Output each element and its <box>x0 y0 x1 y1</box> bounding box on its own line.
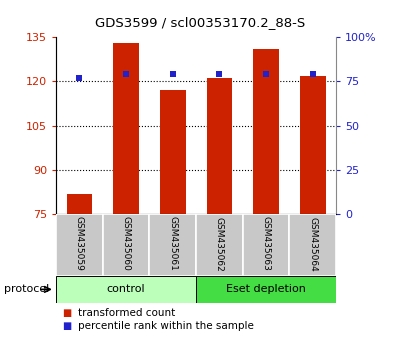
Text: transformed count: transformed count <box>78 308 175 318</box>
Bar <box>66 194 92 214</box>
Bar <box>160 90 186 214</box>
Text: GSM435062: GSM435062 <box>215 217 224 271</box>
Text: GDS3599 / scl00353170.2_88-S: GDS3599 / scl00353170.2_88-S <box>95 16 305 29</box>
Bar <box>253 49 279 214</box>
Bar <box>56 214 103 276</box>
Bar <box>56 276 196 303</box>
Text: Eset depletion: Eset depletion <box>226 284 306 295</box>
Bar <box>196 276 336 303</box>
Text: GSM435064: GSM435064 <box>308 217 317 271</box>
Bar <box>300 75 326 214</box>
Bar <box>206 79 232 214</box>
Bar <box>149 214 196 276</box>
Bar <box>243 214 289 276</box>
Text: ■: ■ <box>62 321 71 331</box>
Text: GSM435059: GSM435059 <box>75 216 84 272</box>
Bar <box>103 214 149 276</box>
Text: percentile rank within the sample: percentile rank within the sample <box>78 321 254 331</box>
Bar <box>289 214 336 276</box>
Text: ■: ■ <box>62 308 71 318</box>
Text: protocol: protocol <box>4 284 49 295</box>
Bar <box>113 43 139 214</box>
Text: GSM435061: GSM435061 <box>168 216 177 272</box>
Text: GSM435063: GSM435063 <box>262 216 270 272</box>
Bar <box>196 214 243 276</box>
Text: control: control <box>107 284 145 295</box>
Text: GSM435060: GSM435060 <box>122 216 130 272</box>
